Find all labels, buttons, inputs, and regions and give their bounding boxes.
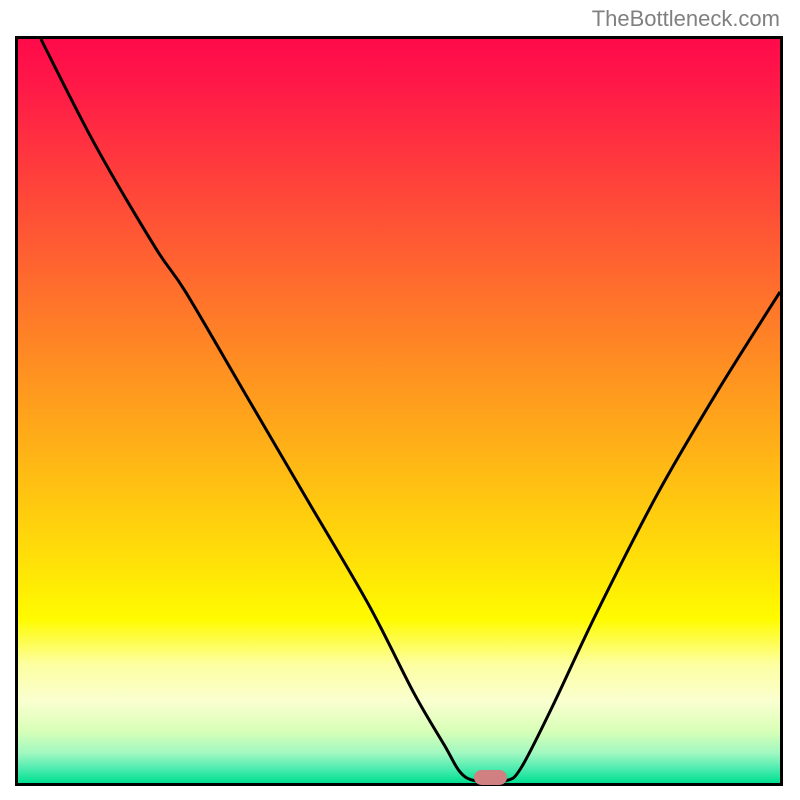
watermark-text: TheBottleneck.com <box>592 6 780 32</box>
curve-line <box>18 39 780 783</box>
chart-container: TheBottleneck.com <box>0 0 800 800</box>
plot-area <box>15 36 783 786</box>
bottleneck-marker <box>474 770 508 785</box>
